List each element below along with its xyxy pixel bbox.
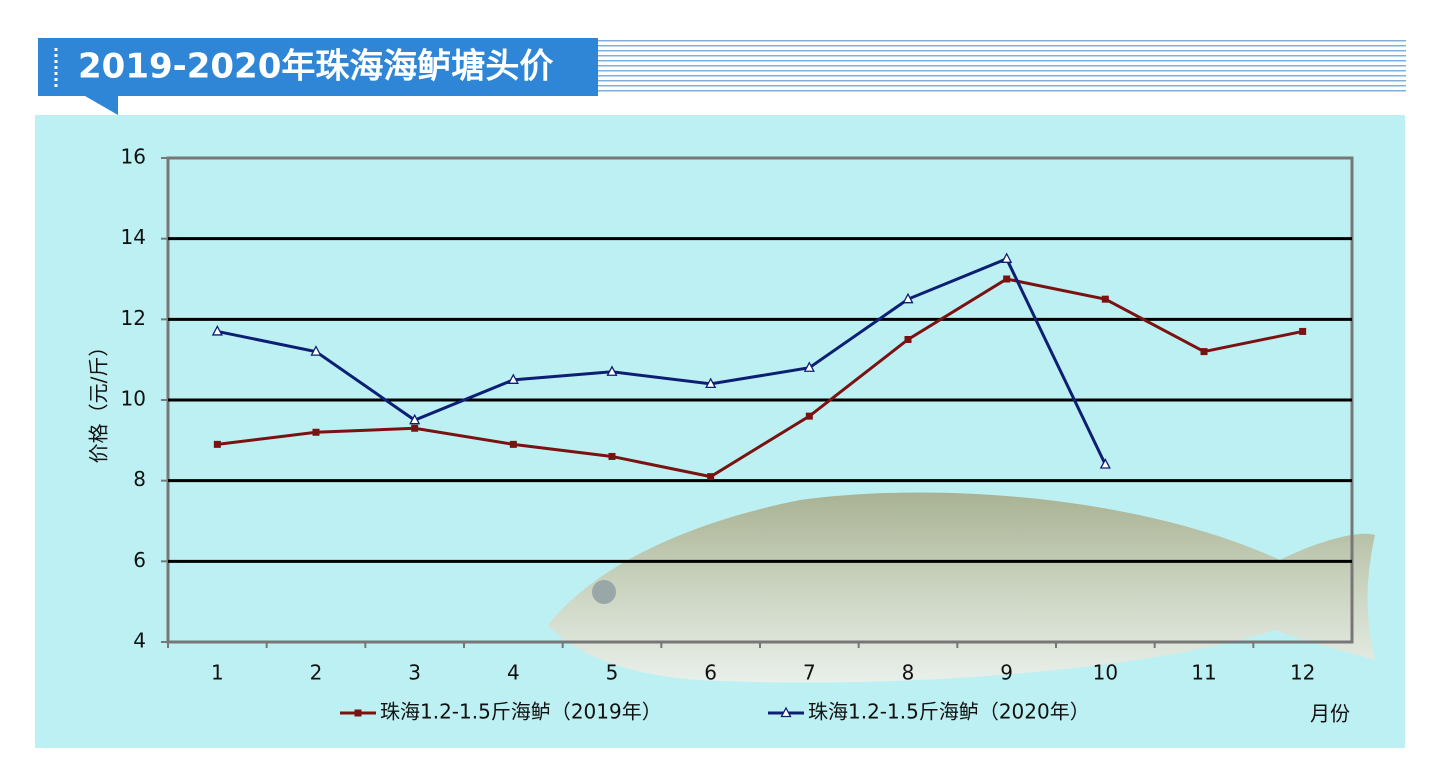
x-tick-label: 5 <box>606 661 619 685</box>
y-tick-label: 6 <box>133 548 146 572</box>
y-tick-label: 8 <box>133 467 146 491</box>
x-tick-label: 4 <box>507 661 520 685</box>
x-tick-label: 2 <box>310 661 323 685</box>
fish-image <box>548 492 1375 683</box>
y-axis-label: 价格（元/斤） <box>87 337 111 464</box>
marker <box>606 365 618 376</box>
marker <box>904 336 912 343</box>
x-tick-label: 8 <box>902 661 915 685</box>
marker <box>211 325 223 336</box>
marker <box>803 361 815 372</box>
x-axis-label: 月份 <box>1310 702 1350 726</box>
marker <box>1003 275 1011 283</box>
marker <box>507 373 519 384</box>
x-tick-label: 7 <box>803 661 816 685</box>
banner-stripes <box>598 40 1406 92</box>
x-tick-label: 10 <box>1093 661 1118 685</box>
y-tick-label: 16 <box>121 145 146 169</box>
marker <box>902 292 914 304</box>
x-tick-label: 12 <box>1290 661 1315 685</box>
marker <box>1001 252 1013 263</box>
marker <box>310 345 322 356</box>
banner-tail <box>85 96 118 115</box>
x-tick-label: 3 <box>408 661 421 685</box>
marker <box>1200 348 1208 356</box>
marker <box>608 452 616 460</box>
x-tick-label: 6 <box>704 661 717 685</box>
legend-label: 珠海1.2-1.5斤海鲈（2019年） <box>380 700 662 724</box>
marker <box>805 412 813 420</box>
x-tick-label: 9 <box>1000 661 1013 685</box>
marker <box>312 428 320 436</box>
x-tick-label: 11 <box>1191 661 1216 685</box>
series-line <box>217 256 1107 466</box>
marker <box>1099 458 1111 469</box>
marker <box>1299 327 1307 335</box>
marker <box>354 709 362 717</box>
legend-label: 珠海1.2-1.5斤海鲈（2020年） <box>808 700 1090 724</box>
chart-title: 2019-2020年珠海海鲈塘头价 <box>78 47 553 87</box>
y-tick-label: 14 <box>121 225 146 249</box>
marker <box>707 473 715 481</box>
marker <box>409 413 421 425</box>
marker <box>509 440 517 448</box>
marker <box>705 377 717 389</box>
y-tick-label: 4 <box>133 629 146 653</box>
marker <box>1101 295 1109 303</box>
title-banner <box>38 38 598 96</box>
marker <box>780 706 792 718</box>
y-tick-label: 12 <box>121 306 146 330</box>
series-line <box>217 277 1303 479</box>
marker <box>213 440 221 448</box>
y-tick-label: 10 <box>121 387 146 411</box>
fish-eye <box>592 580 616 604</box>
x-tick-label: 1 <box>211 661 224 685</box>
marker <box>411 424 419 432</box>
